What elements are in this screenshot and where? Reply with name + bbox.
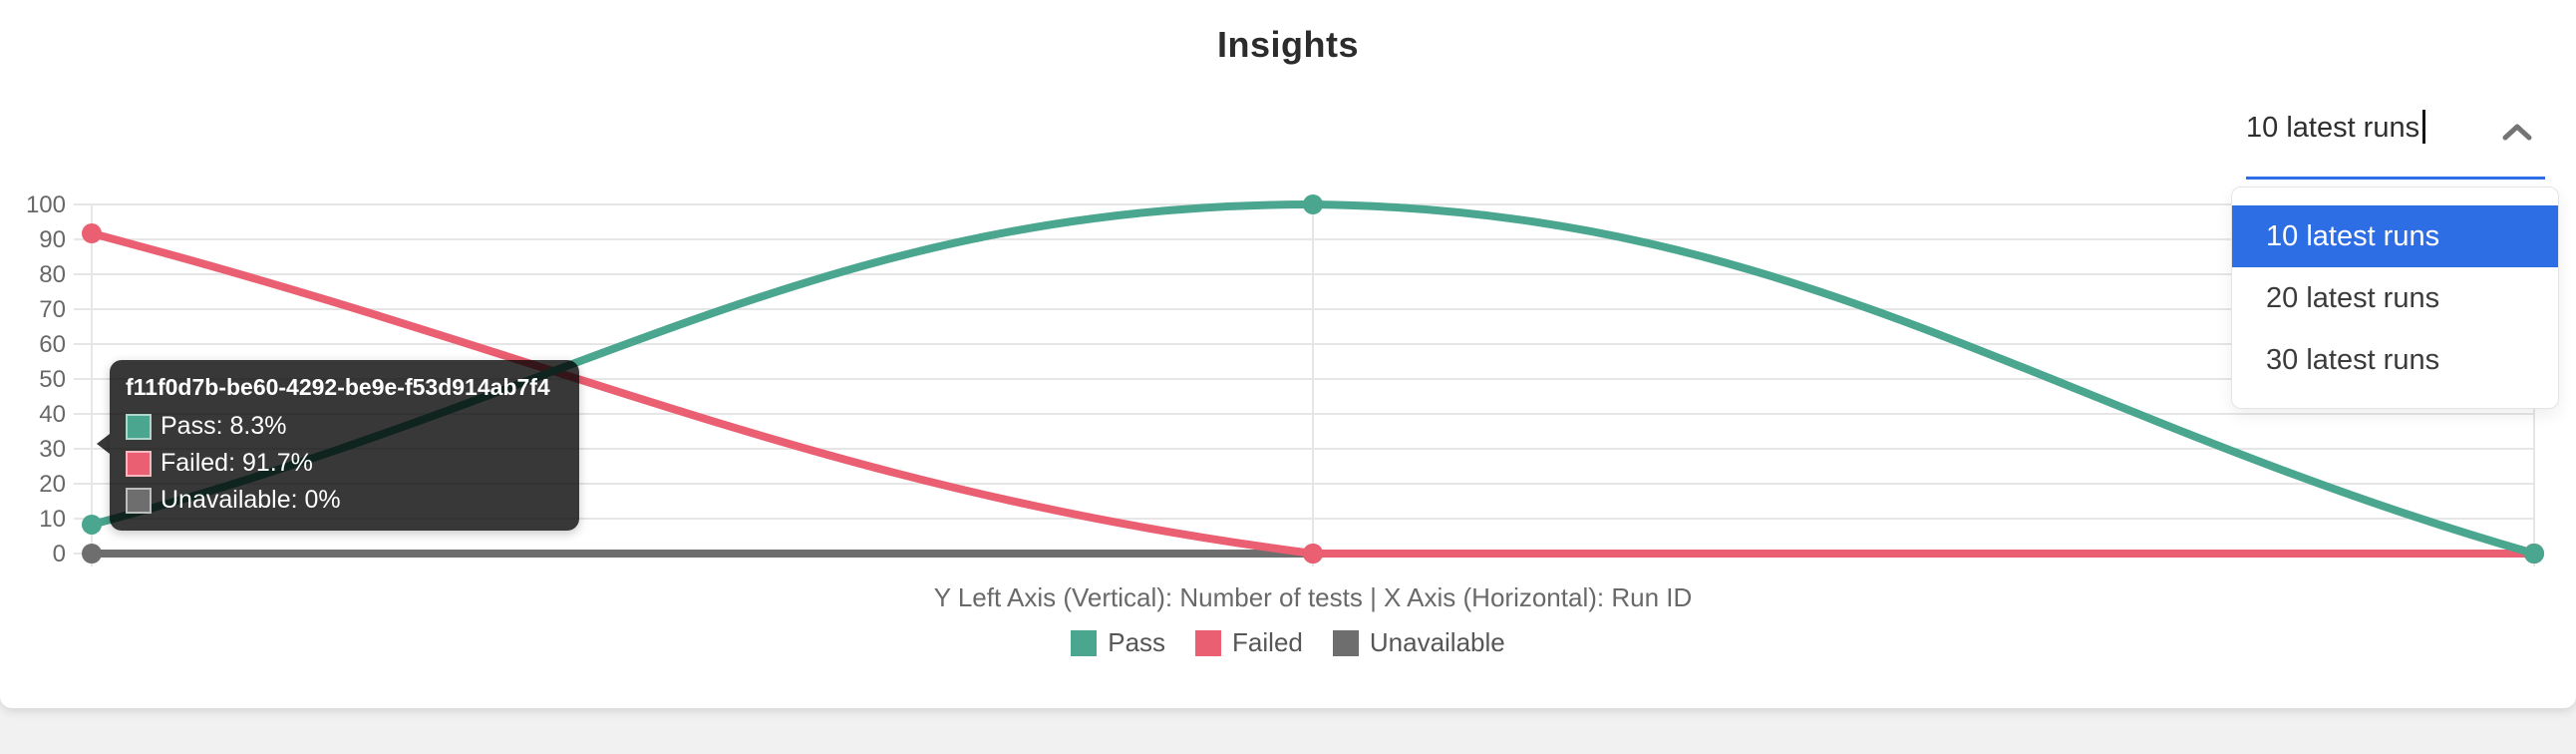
dropdown-option-10-latest-runs[interactable]: 10 latest runs — [2232, 205, 2558, 267]
chart-legend: Pass Failed Unavailable — [0, 627, 2576, 658]
data-point-failed[interactable] — [82, 223, 102, 244]
legend-label: Pass — [1108, 627, 1166, 657]
runs-select[interactable]: 10 latest runs — [2231, 100, 2560, 182]
y-tick-label: 100 — [26, 191, 66, 218]
legend-item-unavailable[interactable]: Unavailable — [1332, 627, 1505, 658]
tooltip-title: f11f0d7b-be60-4292-be9e-f53d914ab7f4 — [126, 374, 550, 400]
y-tick-label: 70 — [39, 296, 66, 323]
y-tick-label: 30 — [39, 436, 66, 463]
tooltip-row: Failed: 91.7% — [126, 445, 565, 482]
page-title: Insights — [1216, 24, 1359, 65]
legend-swatch — [1195, 629, 1222, 656]
tooltip-color-box — [126, 487, 152, 514]
data-point-pass[interactable] — [2524, 544, 2544, 564]
tooltip-color-box — [126, 450, 152, 477]
tooltip-rows: Pass: 8.3% Failed: 91.7% Unavailable: 0% — [126, 408, 565, 519]
data-point-failed[interactable] — [1303, 544, 1323, 564]
legend-item-pass[interactable]: Pass — [1071, 627, 1165, 658]
text-cursor — [2422, 110, 2426, 144]
y-tick-label: 10 — [39, 506, 66, 533]
data-point-pass[interactable] — [82, 514, 102, 535]
tooltip-color-box — [126, 413, 152, 440]
runs-select-text: 10 latest runs — [2246, 112, 2420, 144]
y-tick-label: 80 — [39, 261, 66, 288]
tooltip-row-label: Failed: 91.7% — [161, 449, 313, 477]
legend-label: Unavailable — [1369, 627, 1505, 657]
legend-swatch — [1332, 629, 1359, 656]
legend-item-failed[interactable]: Failed — [1195, 627, 1303, 658]
y-tick-label: 20 — [39, 471, 66, 498]
select-underline — [2246, 177, 2545, 180]
insights-card: Insights 0 10 20 30 40 50 60 70 80 90 100 10 lates… — [0, 0, 2576, 708]
legend-swatch — [1071, 629, 1098, 656]
y-tick-label: 90 — [39, 226, 66, 253]
tooltip-row-label: Pass: 8.3% — [161, 412, 287, 440]
tooltip-row: Pass: 8.3% — [126, 408, 565, 445]
runs-dropdown-menu: 10 latest runs 20 latest runs 30 latest ru… — [2231, 187, 2559, 409]
tooltip-caret — [97, 434, 110, 454]
chart-tooltip: f11f0d7b-be60-4292-be9e-f53d914ab7f4 Pas… — [97, 360, 579, 531]
y-tick-label: 40 — [39, 401, 66, 428]
legend-label: Failed — [1232, 627, 1303, 657]
data-point-unavailable[interactable] — [82, 544, 102, 564]
y-tick-label: 0 — [53, 541, 66, 567]
y-tick-label: 50 — [39, 366, 66, 393]
runs-select-value: 10 latest runs — [2246, 110, 2426, 145]
data-point-pass[interactable] — [1303, 194, 1323, 214]
dropdown-option-20-latest-runs[interactable]: 20 latest runs — [2266, 282, 2440, 314]
dropdown-option-30-latest-runs[interactable]: 30 latest runs — [2266, 344, 2440, 376]
chevron-up-icon[interactable] — [2502, 122, 2532, 142]
tooltip-row: Unavailable: 0% — [126, 482, 565, 519]
axis-caption: Y Left Axis (Vertical): Number of tests … — [933, 582, 1693, 612]
y-tick-label: 60 — [39, 331, 66, 358]
tooltip-row-label: Unavailable: 0% — [161, 486, 341, 514]
